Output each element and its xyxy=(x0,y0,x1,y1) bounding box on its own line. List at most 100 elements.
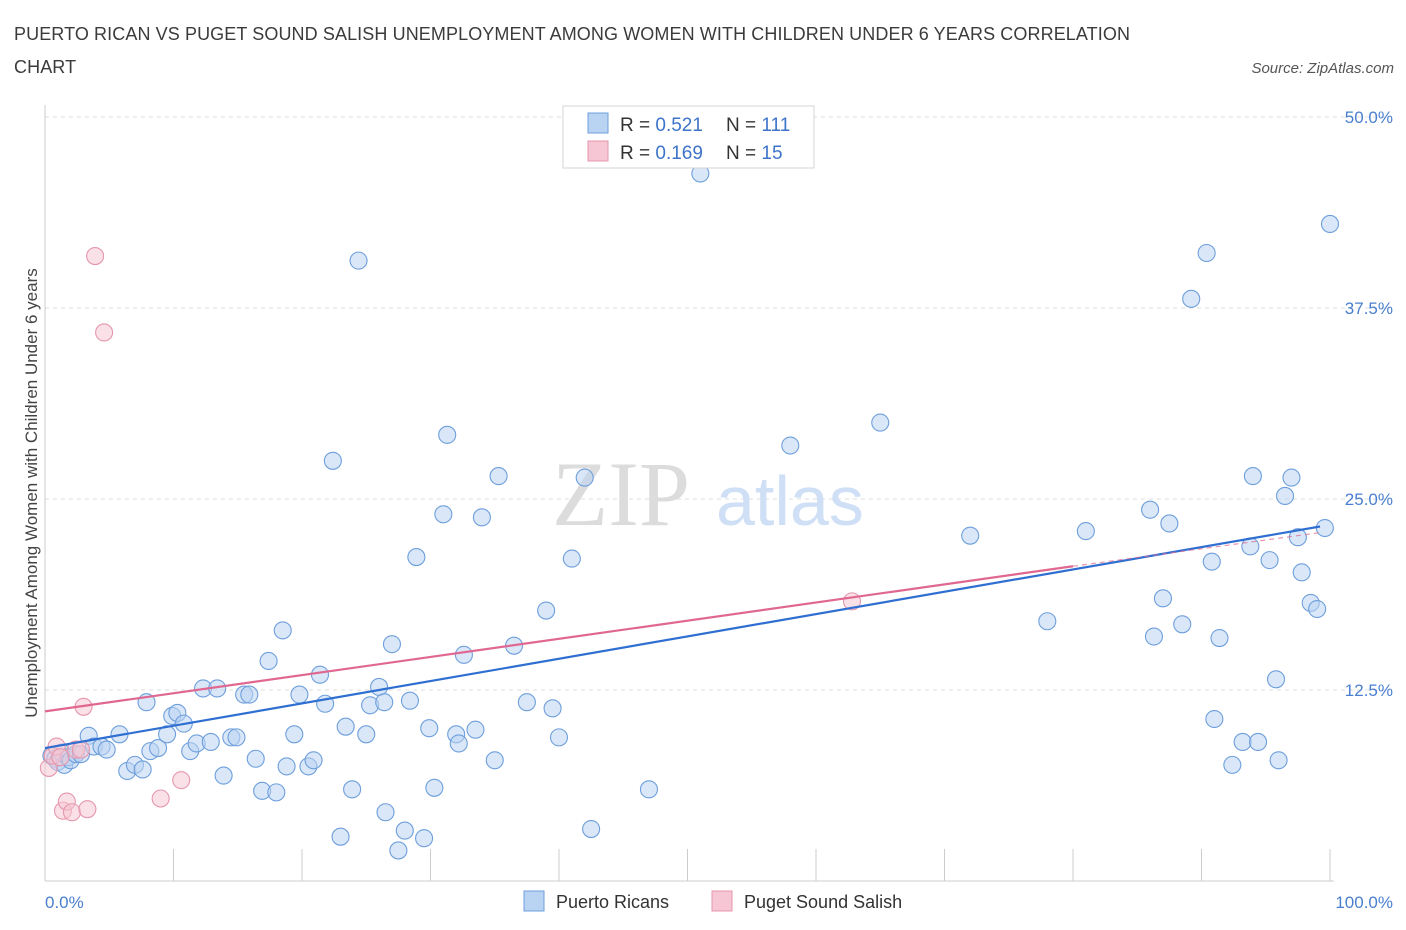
point-puerto-ricans xyxy=(582,819,601,839)
point-puerto-ricans xyxy=(1205,709,1224,729)
trend-extension-puget-sound-salish xyxy=(1072,532,1321,567)
watermark-zip: ZIP xyxy=(552,443,690,545)
point-puerto-ricans xyxy=(357,725,376,744)
point-puerto-ricans xyxy=(1243,467,1262,486)
point-puerto-ricans xyxy=(1223,755,1242,774)
point-puerto-ricans xyxy=(1144,627,1164,646)
point-puerto-ricans xyxy=(201,732,220,752)
point-puerto-ricans xyxy=(1202,552,1221,571)
point-puerto-ricans xyxy=(438,425,457,444)
point-puerto-ricans xyxy=(449,734,468,753)
point-puerto-ricans xyxy=(304,751,323,770)
y-tick-label: 25.0% xyxy=(1345,490,1393,509)
correlation-legend: R = 0.521 N = 111 R = 0.169 N = 15 xyxy=(562,105,815,169)
point-puerto-ricans xyxy=(1182,289,1201,308)
bottom-swatch-puget-sound-salish xyxy=(711,890,733,912)
point-puerto-ricans xyxy=(1269,751,1288,770)
point-puerto-ricans xyxy=(389,841,408,860)
svg-text:N = 15: N = 15 xyxy=(726,143,783,164)
point-puget-sound-salish xyxy=(86,246,105,266)
point-puerto-ricans xyxy=(310,665,330,684)
bottom-swatch-puerto-ricans xyxy=(523,890,545,912)
point-puerto-ricans xyxy=(375,693,394,712)
point-puerto-ricans xyxy=(1160,514,1179,533)
point-puerto-ricans xyxy=(485,751,504,770)
legend-n-value-2: 15 xyxy=(761,143,782,164)
point-puerto-ricans xyxy=(382,635,402,654)
point-puerto-ricans xyxy=(277,757,296,776)
point-puerto-ricans xyxy=(395,821,414,840)
point-puerto-ricans xyxy=(1141,500,1160,519)
point-puerto-ricans xyxy=(227,728,246,747)
source-label: Source: ZipAtlas.com xyxy=(1251,60,1394,77)
x-tick-labels: 0.0% 100.0% xyxy=(45,893,1393,912)
point-puerto-ricans xyxy=(290,685,309,704)
point-puerto-ricans xyxy=(1153,589,1172,608)
chart-title: PUERTO RICAN VS PUGET SOUND SALISH UNEMP… xyxy=(14,24,1131,77)
point-puerto-ricans xyxy=(1308,599,1327,619)
point-puerto-ricans xyxy=(133,760,152,779)
point-puerto-ricans xyxy=(331,827,350,846)
point-puerto-ricans xyxy=(259,651,278,671)
legend-swatch-blue xyxy=(587,112,609,134)
point-puerto-ricans xyxy=(639,780,659,799)
point-puget-sound-salish xyxy=(78,800,97,819)
y-tick-label: 12.5% xyxy=(1345,681,1393,700)
point-puerto-ricans xyxy=(420,719,439,738)
point-puerto-ricans xyxy=(466,720,485,739)
trend-line-puerto-ricans xyxy=(44,525,1321,750)
point-puerto-ricans xyxy=(549,728,569,747)
point-puerto-ricans xyxy=(336,717,355,736)
svg-text:R = 0.521: R = 0.521 xyxy=(620,115,703,136)
point-puerto-ricans xyxy=(781,436,800,455)
point-puerto-ricans xyxy=(517,693,536,712)
legend-n-value-1: 111 xyxy=(761,115,790,136)
point-puerto-ricans xyxy=(1315,518,1334,538)
point-puerto-ricans xyxy=(871,413,890,432)
point-puerto-ricans xyxy=(562,549,581,568)
point-puerto-ricans xyxy=(537,601,556,620)
point-puerto-ricans xyxy=(1275,486,1295,505)
point-puerto-ricans xyxy=(349,251,368,270)
point-puerto-ricans xyxy=(343,780,362,799)
point-puerto-ricans xyxy=(1282,468,1301,487)
svg-text:N = 111: N = 111 xyxy=(726,115,790,136)
point-puerto-ricans xyxy=(407,548,426,567)
point-puerto-ricans xyxy=(97,740,116,759)
point-puerto-ricans xyxy=(1266,670,1286,689)
x-tick-label: 0.0% xyxy=(45,893,84,912)
point-puerto-ricans xyxy=(323,451,342,470)
point-puerto-ricans xyxy=(267,783,286,802)
point-puerto-ricans xyxy=(240,685,259,704)
y-tick-label: 37.5% xyxy=(1345,299,1393,318)
bottom-legend-puerto-ricans: Puerto Ricans xyxy=(556,892,669,912)
legend-r-value-1: 0.521 xyxy=(655,115,703,136)
gridlines xyxy=(45,116,1390,691)
legend-swatch-pink xyxy=(587,140,609,162)
point-puerto-ricans xyxy=(1076,522,1095,541)
point-puerto-ricans xyxy=(1292,563,1311,582)
bottom-legend-puget-sound-salish: Puget Sound Salish xyxy=(744,892,902,912)
point-puerto-ricans xyxy=(376,803,395,822)
point-puerto-ricans xyxy=(285,725,304,744)
point-puerto-ricans xyxy=(543,699,562,718)
point-puerto-ricans xyxy=(400,691,419,710)
point-puerto-ricans xyxy=(425,778,444,797)
series-legend: Puerto Ricans Puget Sound Salish xyxy=(523,890,902,912)
trend-line-puget-sound-salish xyxy=(44,565,1074,713)
point-puerto-ricans xyxy=(454,645,473,664)
point-puerto-ricans xyxy=(415,829,434,848)
point-puget-sound-salish xyxy=(172,771,191,790)
point-puerto-ricans xyxy=(273,621,292,640)
point-puerto-ricans xyxy=(1233,732,1252,752)
x-tick-label: 100.0% xyxy=(1335,893,1393,912)
y-axis-label: Unemployment Among Women with Children U… xyxy=(22,268,41,717)
legend-n-label-1: N = xyxy=(726,115,761,136)
point-puerto-ricans xyxy=(472,508,491,527)
point-puerto-ricans xyxy=(246,749,265,768)
watermark-atlas: atlas xyxy=(716,462,864,540)
point-puerto-ricans xyxy=(1173,615,1192,634)
point-puget-sound-salish xyxy=(51,748,70,767)
point-puerto-ricans xyxy=(1210,628,1229,648)
